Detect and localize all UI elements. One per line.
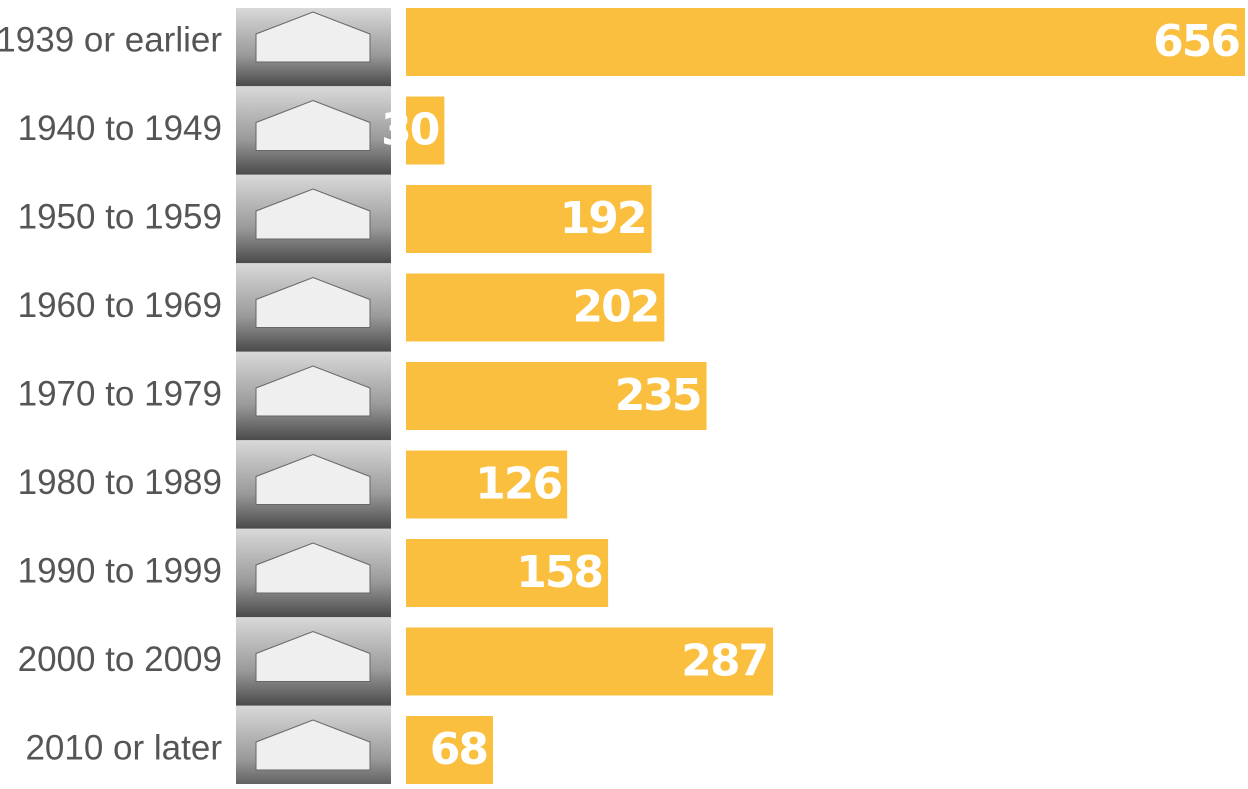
category-label: 1980 to 1989 xyxy=(18,463,222,502)
category-label: 1950 to 1959 xyxy=(18,197,222,236)
category-label: 1940 to 1949 xyxy=(18,109,222,148)
value-label: 287 xyxy=(681,636,767,687)
value-label: 192 xyxy=(560,193,646,244)
category-label: 2000 to 2009 xyxy=(18,640,222,679)
category-label: 2010 or later xyxy=(25,728,222,767)
category-label: 1970 to 1979 xyxy=(18,374,222,413)
value-label: 126 xyxy=(475,459,561,510)
chart: 1939 or earlier 656 1940 to 1949 30 1950 to … xyxy=(0,0,1248,784)
category-label: 1939 or earlier xyxy=(0,20,222,59)
category-label: 1990 to 1999 xyxy=(18,551,222,590)
category-label: 1960 to 1969 xyxy=(18,286,222,325)
bar xyxy=(406,8,1245,76)
value-label: 656 xyxy=(1153,16,1239,67)
value-label: 30 xyxy=(381,105,439,156)
value-label: 68 xyxy=(430,724,487,775)
value-label: 158 xyxy=(516,547,602,598)
value-label: 235 xyxy=(615,370,701,421)
page: {"chart_data": {"type": "bar", "orientat… xyxy=(0,0,1248,784)
value-label: 202 xyxy=(572,282,658,333)
